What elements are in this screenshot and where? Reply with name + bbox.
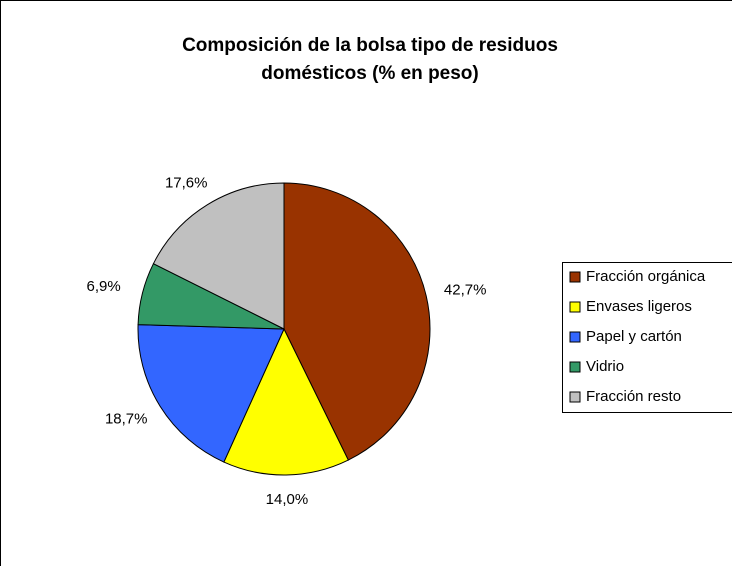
legend-swatch	[569, 271, 581, 283]
legend-swatch	[569, 301, 581, 313]
legend-label: Vidrio	[586, 358, 624, 375]
legend-swatch	[569, 361, 581, 373]
legend-label: Fracción orgánica	[586, 268, 706, 285]
data-label: 17,6%	[165, 174, 208, 191]
pie-slice	[223, 327, 349, 476]
legend-box	[562, 262, 732, 413]
data-label: 6,9%	[87, 278, 121, 295]
pie-slice	[137, 324, 285, 463]
legend-label: Fracción resto	[586, 388, 681, 405]
legend-label: Papel y cartón	[586, 328, 682, 345]
data-label: 14,0%	[266, 491, 309, 508]
data-label: 18,7%	[105, 411, 148, 428]
legend-swatch	[569, 391, 581, 403]
pie-slice	[283, 182, 431, 461]
pie-slice	[152, 182, 285, 330]
chart-title: Composición de la bolsa tipo de residuos…	[182, 35, 558, 84]
legend-swatch	[569, 331, 581, 343]
legend-label: Envases ligeros	[586, 298, 692, 315]
data-label: 42,7%	[444, 281, 487, 298]
